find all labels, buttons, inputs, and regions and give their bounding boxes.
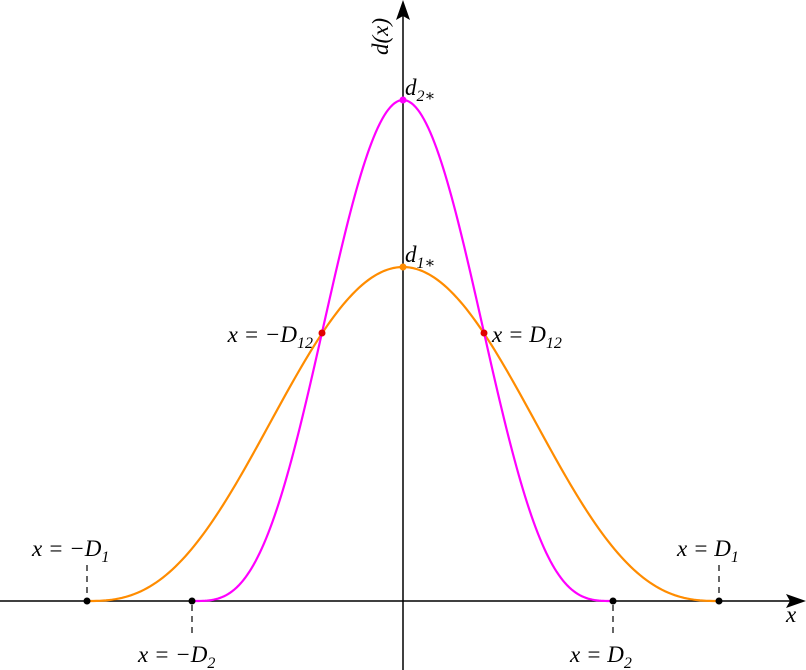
point	[609, 597, 617, 605]
zero-label: x = D2	[569, 642, 632, 670]
intersection-label: x = −D12	[227, 322, 313, 352]
y-axis-label: d(x)	[368, 18, 393, 55]
peak-point	[399, 96, 407, 104]
y-arrow	[396, 0, 410, 20]
x-arrow	[786, 594, 806, 608]
zero-label: x = −D2	[137, 642, 215, 670]
point	[83, 597, 91, 605]
point	[188, 597, 196, 605]
peak-label: d2∗	[405, 75, 435, 105]
x-axis-label: x	[785, 602, 797, 627]
point	[715, 597, 723, 605]
intersection-label: x = D12	[491, 322, 562, 352]
zero-label: x = −D1	[31, 536, 109, 566]
peak-label: d1∗	[405, 242, 435, 272]
intersection-point	[318, 329, 326, 337]
peak-point	[399, 263, 407, 271]
zero-label: x = D1	[676, 536, 739, 566]
intersection-point	[480, 329, 488, 337]
